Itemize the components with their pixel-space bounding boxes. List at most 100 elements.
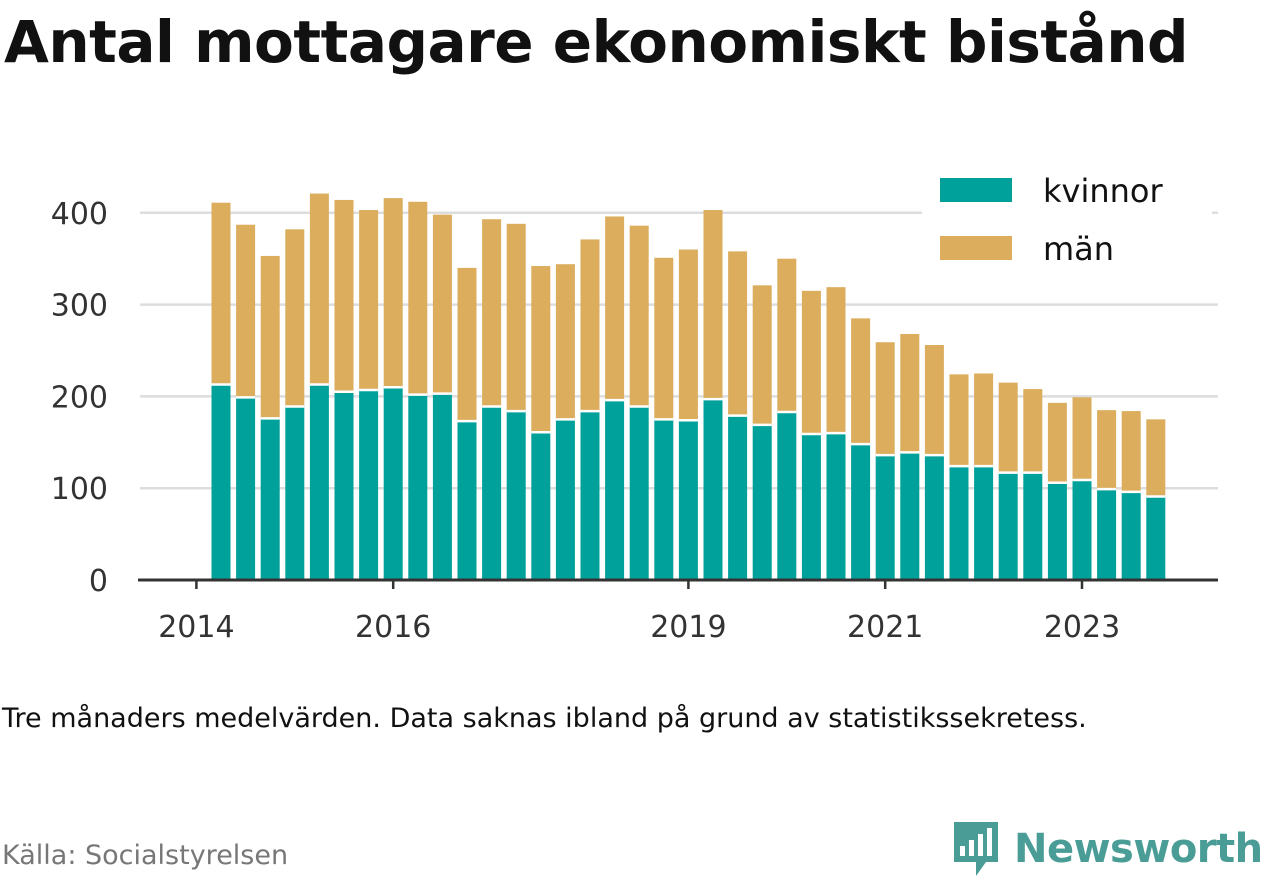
bar-kvinnor: [752, 424, 772, 580]
brand-logo[interactable]: Newsworthy: [950, 818, 1262, 880]
bar-kvinnor: [1146, 496, 1166, 580]
bar-kvinnor: [383, 387, 403, 580]
bar-kvinnor: [555, 419, 575, 580]
bar-series: [211, 193, 1166, 580]
bar-kvinnor: [728, 415, 748, 580]
legend-swatch-kvinnor: [940, 178, 1012, 202]
x-axis-ticks: 2014 2016 2019 2021 2023: [158, 580, 1120, 645]
bar-chart-flag-icon: [954, 822, 998, 876]
bar-man: [654, 257, 674, 420]
bar-kvinnor: [211, 384, 231, 580]
bar-man: [506, 223, 526, 412]
bar-man: [285, 229, 305, 407]
bar-man: [826, 287, 846, 434]
bar-kvinnor: [285, 406, 305, 580]
bar-man: [728, 251, 748, 416]
legend-label[interactable]: män: [1043, 230, 1114, 268]
x-tick-label: 2019: [650, 610, 726, 645]
bar-kvinnor: [801, 434, 821, 580]
legend: kvinnor män: [922, 160, 1212, 285]
bar-kvinnor: [1072, 479, 1092, 580]
bar-kvinnor: [949, 466, 969, 580]
y-tick-label: 400: [51, 197, 108, 232]
bar-kvinnor: [482, 406, 502, 580]
bar-kvinnor: [506, 411, 526, 580]
bar-man: [432, 214, 452, 394]
bar-kvinnor: [1097, 489, 1117, 580]
bar-man: [1146, 419, 1166, 497]
bar-kvinnor: [703, 399, 723, 580]
bar-kvinnor: [826, 433, 846, 580]
bar-kvinnor: [531, 432, 551, 580]
bar-kvinnor: [998, 472, 1018, 580]
bar-kvinnor: [654, 419, 674, 580]
bar-man: [260, 255, 280, 419]
bar-man: [974, 373, 994, 467]
bar-man: [924, 344, 944, 456]
bar-man: [998, 382, 1018, 473]
bar-man: [801, 290, 821, 435]
bar-man: [752, 285, 772, 425]
bar-man: [1047, 402, 1067, 483]
bar-man: [1097, 410, 1117, 490]
y-axis-ticks: 0 100 200 300 400: [51, 197, 108, 599]
bar-man: [1072, 397, 1092, 480]
bar-man: [531, 266, 551, 433]
x-tick-label: 2023: [1044, 610, 1120, 645]
x-tick-label: 2021: [847, 610, 923, 645]
bar-kvinnor: [678, 420, 698, 580]
source-text: Källa: Socialstyrelsen: [2, 840, 289, 871]
bar-man: [580, 239, 600, 412]
chart-note: Tre månaders medelvärden. Data saknas ib…: [2, 703, 1087, 734]
y-tick-label: 200: [51, 380, 108, 415]
bar-kvinnor: [900, 452, 920, 580]
brand-name: Newsworthy: [1014, 826, 1262, 872]
bar-kvinnor: [432, 393, 452, 580]
bar-man: [555, 264, 575, 420]
bar-kvinnor: [260, 418, 280, 580]
legend-label[interactable]: kvinnor: [1043, 172, 1164, 210]
page-title: Antal mottagare ekonomiskt bistånd: [4, 8, 1189, 76]
y-tick-label: 100: [51, 472, 108, 507]
bar-kvinnor: [359, 389, 379, 580]
bar-kvinnor: [580, 411, 600, 580]
bar-kvinnor: [457, 421, 477, 580]
bar-kvinnor: [851, 444, 871, 580]
bar-man: [309, 193, 329, 385]
bar-man: [383, 198, 403, 388]
bar-kvinnor: [629, 406, 649, 580]
bar-kvinnor: [605, 400, 625, 580]
bar-man: [482, 219, 502, 407]
bar-kvinnor: [236, 397, 256, 580]
bar-man: [949, 374, 969, 467]
stacked-bar-chart: 0 100 200 300 400 2014 2016 2019 2021 2023 kvinn…: [50, 160, 1218, 645]
bar-man: [678, 249, 698, 421]
bar-man: [703, 210, 723, 400]
bar-man: [359, 210, 379, 390]
bar-man: [457, 267, 477, 422]
bar-man: [900, 333, 920, 453]
x-tick-label: 2014: [158, 610, 234, 645]
bar-man: [211, 202, 231, 385]
bar-man: [1121, 411, 1141, 492]
bar-man: [236, 224, 256, 398]
bar-kvinnor: [1047, 482, 1067, 580]
bar-kvinnor: [875, 455, 895, 580]
bar-man: [851, 318, 871, 445]
bar-man: [875, 342, 895, 456]
bar-man: [605, 216, 625, 401]
bar-kvinnor: [1023, 472, 1043, 580]
bar-man: [629, 225, 649, 407]
bar-kvinnor: [408, 394, 428, 580]
x-tick-label: 2016: [355, 610, 431, 645]
bar-kvinnor: [334, 391, 354, 580]
bar-kvinnor: [1121, 491, 1141, 580]
bar-man: [777, 258, 797, 413]
bar-kvinnor: [777, 412, 797, 580]
bar-man: [408, 201, 428, 395]
bar-man: [334, 199, 354, 392]
bar-kvinnor: [974, 466, 994, 580]
bar-man: [1023, 389, 1043, 473]
legend-swatch-man: [940, 236, 1012, 260]
bar-kvinnor: [924, 455, 944, 580]
